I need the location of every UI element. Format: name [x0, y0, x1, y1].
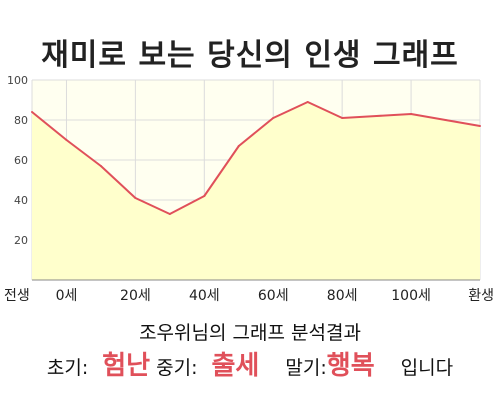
- data-point-4: [168, 213, 171, 215]
- data-point-5: [203, 195, 206, 197]
- y-tick-label-20: 20: [14, 234, 28, 247]
- middle-value: 출세: [211, 351, 260, 381]
- y-tick-label-60: 60: [14, 154, 28, 167]
- early-label: 초기:: [46, 357, 89, 379]
- early-value: 험난: [102, 351, 151, 381]
- x-tick-label-4: 60세: [258, 288, 289, 304]
- data-point-3: [134, 197, 137, 199]
- result-suffix: 입니다: [400, 357, 454, 379]
- x-tick-label-5: 80세: [327, 288, 358, 304]
- x-tick-label-1: 0세: [56, 288, 78, 304]
- x-tick-label-0: 전생: [4, 288, 30, 304]
- data-point-7: [272, 117, 275, 119]
- x-tick-label-6: 100세: [391, 288, 431, 304]
- life-area-fill: [32, 102, 480, 280]
- data-point-8: [306, 101, 309, 103]
- data-point-6: [237, 145, 240, 147]
- data-point-2: [99, 165, 102, 167]
- data-point-13: [479, 125, 481, 127]
- analysis-subtitle: 조우위님의 그래프 분석결과: [139, 322, 361, 344]
- y-tick-label-80: 80: [14, 114, 28, 127]
- data-point-9: [341, 117, 344, 119]
- analysis-result: 초기: 험난 중기: 출세 말기:행복 입니다: [0, 345, 500, 382]
- data-point-12: [444, 119, 447, 121]
- x-tick-label-7: 환생: [468, 288, 494, 304]
- life-series-line: [31, 101, 481, 215]
- life-graph-chart: 20 40 60 80 100 전생 0세 20세 40세 60세 80세 100세 환생: [4, 74, 494, 304]
- data-point-10: [375, 115, 378, 117]
- y-tick-label-40: 40: [14, 194, 28, 207]
- late-value: 행복: [326, 351, 375, 381]
- page-title: 재미로 보는 당신의 인생 그래프: [41, 38, 459, 73]
- y-tick-label-100: 100: [7, 74, 28, 87]
- data-point-1: [65, 139, 68, 141]
- x-tick-labels: 전생 0세 20세 40세 60세 80세 100세 환생: [4, 288, 494, 304]
- data-point-11: [410, 113, 413, 115]
- y-tick-labels: 20 40 60 80 100: [7, 74, 28, 247]
- data-point-0: [31, 111, 33, 113]
- x-tick-label-3: 40세: [189, 288, 220, 304]
- middle-label: 중기:: [156, 357, 198, 379]
- x-tick-label-2: 20세: [120, 288, 151, 304]
- late-label: 말기:: [285, 357, 327, 379]
